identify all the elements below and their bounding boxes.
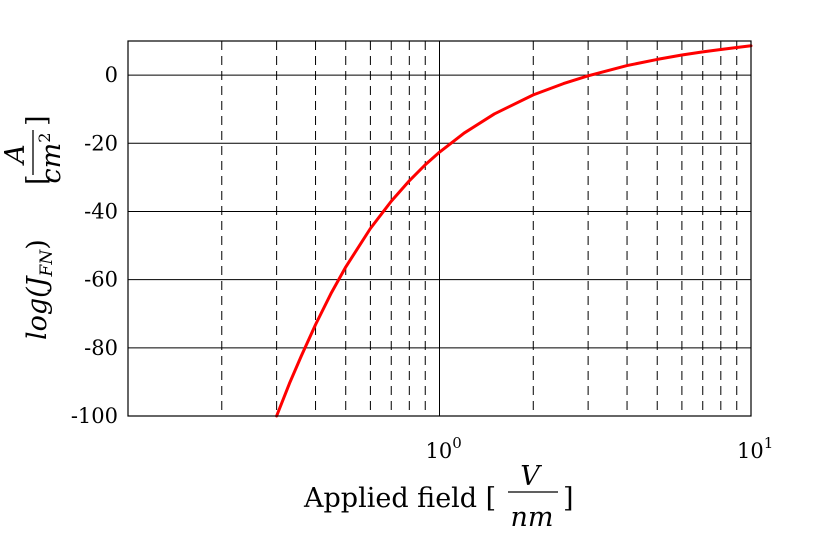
x-tick-label: 101 [737,434,773,463]
y-axis-label-paren: ) [22,239,53,250]
x-axis-label-text: Applied field [ [303,483,496,514]
y-axis-label-bracket-open: [ [22,174,53,185]
series-line [275,44,753,418]
y-axis-label-denominator: cm2 [35,133,67,184]
plot-area [275,44,753,418]
x-axis-label: Applied field [ V nm ] [303,461,574,533]
y-tick-labels: 0 -20 -40 -60 -80 -100 [71,63,118,428]
y-axis-label-bracket-close: ] [22,115,53,126]
x-tick-label: 100 [426,434,462,463]
y-axis-label: log(JFN) [ A cm2 ] [0,115,67,340]
y-axis-label-numerator: A [0,144,31,167]
y-axis-label-denominator-exponent: 2 [35,133,54,143]
axes-frame [127,40,752,417]
y-axis-label-text: log(J [22,274,53,340]
y-tick-label: -20 [84,131,118,155]
x-axis-label-numerator: V [520,461,542,492]
x-tick-labels: 100 101 [426,434,774,463]
x-axis-label-denominator: nm [511,502,554,533]
x-axis-label-close: ] [563,483,574,514]
y-tick-label: -80 [84,336,118,360]
y-tick-label: -60 [84,268,118,292]
y-tick-label: 0 [105,63,118,87]
y-axis-label-subscript: FN [37,249,57,278]
y-tick-label: -100 [71,404,118,428]
grid [128,41,751,417]
svg-text:log(JFN): log(JFN) [22,239,57,340]
y-tick-label: -40 [84,199,118,223]
